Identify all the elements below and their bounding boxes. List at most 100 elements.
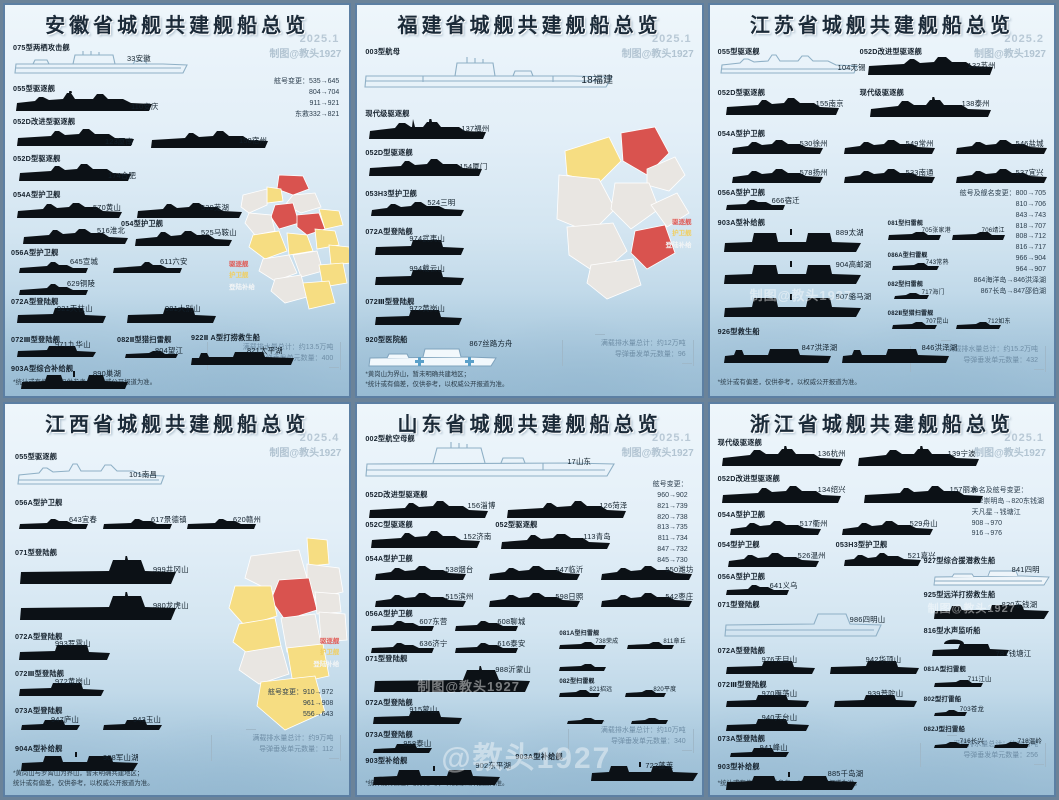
ship-label: 113青岛 (583, 532, 611, 541)
group-label: 056A型护卫舰 (717, 572, 766, 581)
credit-watermark: 制图@教头1927 (974, 448, 1046, 459)
ship-silhouette-054 (726, 552, 820, 572)
ship-silhouette-052 (499, 532, 611, 554)
group-label: 056A型护卫舰 (15, 498, 63, 507)
legend-item-frigate: 护卫舰 (672, 230, 692, 238)
hull-change-title: 舷号变更： (652, 481, 688, 488)
ship-label: 915蒙山 (409, 705, 438, 714)
summary-stats: 满载排水量总计：约15.2万吨 导弹垂发单元数量：432 (941, 339, 1044, 371)
hull-change-row: 舷号变更：535→645 (273, 78, 340, 85)
ship-label: 524三明 (427, 198, 456, 207)
legend-item-destroyer: 驱逐舰 (319, 638, 340, 645)
ship-label: 138泰州 (961, 99, 990, 108)
ship-silhouette-002-carrier (363, 442, 616, 482)
ship-silhouette-052d (17, 163, 132, 187)
hull-change-row: 816→717 (1015, 244, 1046, 252)
hull-change-row: 911→921 (309, 99, 340, 107)
ship-label: 781钱塘江 (995, 649, 1032, 658)
date-label: 2025.1 (652, 33, 692, 45)
ship-label: 515滨州 (445, 592, 474, 601)
ship-label: 820平度 (653, 687, 677, 693)
ship-silhouette-056a (17, 518, 89, 533)
group-label: 903A型补给舰 (717, 218, 766, 227)
summary-displacement: 满载排水量总计：约12万吨 (600, 339, 686, 347)
hull-change-row: 862崇明岛→820东钱湖 (971, 497, 1044, 505)
summary-vls: 导弹垂发单元数量：400 (258, 354, 334, 362)
map-legend: 驱逐舰 护卫舰 登陆补给 (313, 636, 339, 670)
ship-silhouette-sovremenny (868, 97, 992, 123)
ship-label: 578扬州 (799, 168, 828, 177)
date-label: 2025.1 (299, 33, 340, 45)
ship-label: 521嘉兴 (907, 551, 936, 560)
date-label: 2025.4 (299, 432, 340, 444)
ship-label: 970雁荡山 (761, 689, 798, 698)
big-watermark: @教头1927 (441, 742, 612, 775)
legend-item-destroyer: 驱逐舰 (672, 219, 692, 226)
summary-stats: 满载排水量总计：约13.5万吨 导弹垂发单元数量：400 (236, 337, 340, 369)
ship-label: 134绍兴 (817, 485, 846, 494)
group-label: 055型驱逐舰 (717, 47, 760, 56)
group-label: 054A型护卫舰 (365, 554, 413, 563)
group-label: 003型航母 (365, 47, 401, 56)
credit-watermark: 制图@教头1927 (974, 49, 1046, 60)
ship-silhouette-054a (728, 520, 822, 540)
ship-label: 517衢州 (799, 519, 828, 528)
ship-label: 132苏州 (967, 61, 996, 70)
ship-stage: 075型两栖攻击舰 33安徽 055型驱逐舰 110安庆 052D改进型驱逐舰 … (5, 5, 349, 396)
group-label: 072A型登陆舰 (365, 698, 413, 707)
panel-jiangsu: 江苏省城舰共建舰船总览 2025.2 制图@教头1927 055型驱逐舰 104… (707, 3, 1056, 398)
ship-label: 137福州 (461, 124, 490, 133)
ship-label: 722蓬莱 (645, 761, 674, 770)
group-label: 052C型驱逐舰 (365, 520, 413, 529)
ship-silhouette-071 (17, 556, 177, 590)
hull-change-title: 命名及舷号变更： (971, 487, 1028, 494)
ship-label: 706靖江 (981, 228, 1005, 234)
footnote-2: 统计或有偏差，仅供参考，以权威公开报道为准。 (13, 780, 154, 787)
ship-label: 539芜湖 (201, 203, 230, 212)
group-label: 053H3型护卫舰 (365, 189, 418, 198)
inline-watermark: 制图@教头1927 (749, 288, 853, 303)
panel-fujian: 福建省城舰共建舰船总览 2025.1 制图@教头1927 003型航母 18福建… (355, 3, 704, 398)
ship-label: 994戴云山 (409, 264, 446, 273)
ship-label: 908军山湖 (103, 753, 139, 762)
ship-silhouette-sovremenny-2 (856, 446, 980, 472)
ship-label: 156淄博 (467, 501, 496, 510)
page-title: 山东省城舰共建舰船总览 (397, 412, 662, 436)
hull-change-row: 867长岛→847邵伯湖 (980, 287, 1046, 295)
ship-label: 547临沂 (555, 565, 584, 574)
ship-silhouette-054a-5 (842, 168, 936, 188)
legend-item-destroyer: 驱逐舰 (229, 261, 249, 268)
ship-label: 110安庆 (131, 102, 159, 111)
summary-vls: 导弹垂发单元数量：96 (614, 350, 686, 358)
ship-label: 538烟台 (445, 565, 474, 574)
footnote: *黄岗山为界山，暂未明确共建地区； (365, 371, 471, 378)
ship-silhouette-082-2 (629, 716, 669, 727)
ship-label: 707昆山 (925, 319, 949, 325)
panel-shandong: 山东省城舰共建舰船总览 2025.1 制图@教头1927 002型航空母舰 17… (355, 402, 704, 797)
ship-label: 155南京 (815, 99, 844, 108)
ship-silhouette-056a-3 (185, 518, 257, 533)
ship-label: 921天柱山 (57, 304, 93, 313)
ship-silhouette-927 (932, 568, 1050, 590)
group-label: 086A型扫雷舰 (887, 253, 928, 259)
ship-label: 126菏泽 (599, 501, 628, 510)
group-label: 052D改进型驱逐舰 (717, 474, 780, 483)
group-label: 055型驱逐舰 (13, 84, 56, 93)
ship-label: 33安徽 (127, 54, 151, 63)
ship-label: 943玉山 (133, 715, 162, 724)
hull-change-row: 821→739 (657, 502, 688, 510)
ship-label: 549常州 (905, 139, 934, 148)
footnote-2: *统计或有偏差，仅供参考，以权威公开报道为准。 (365, 381, 509, 388)
footnote: *黄岗山与罗霄山为界山，暂未明确共建地区； (13, 770, 144, 777)
summary-vls: 导弹垂发单元数量：340 (610, 737, 686, 745)
ship-silhouette-054a-2 (487, 565, 581, 585)
ship-label: 941峰山 (759, 743, 788, 752)
group-label: 072A型登陆舰 (365, 227, 413, 236)
hull-number-changes: 舷号变更：910→972 961→908 556→643 (268, 688, 333, 721)
hull-change-row: 845→730 (657, 556, 688, 564)
group-label: 082型扫雷舰 (887, 282, 924, 288)
ship-label: 530徐州 (799, 139, 828, 148)
summary-vls: 导弹垂发单元数量：112 (259, 745, 334, 753)
ship-label: 847洪泽湖 (801, 343, 838, 352)
